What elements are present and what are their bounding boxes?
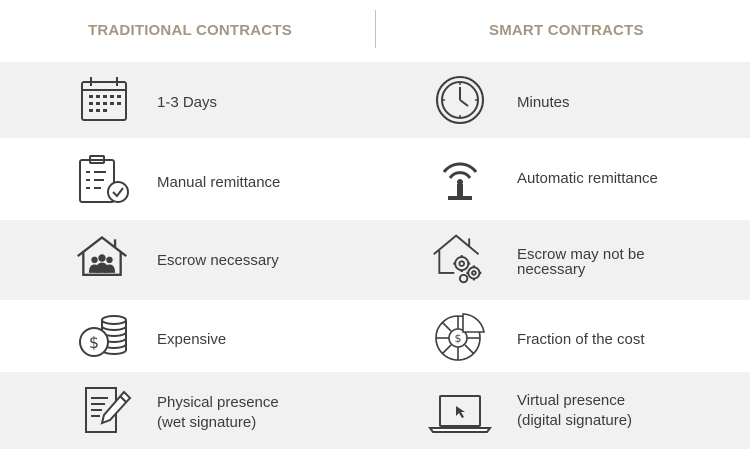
clipboard-check-icon bbox=[76, 152, 132, 208]
svg-text:$: $ bbox=[455, 332, 462, 345]
row4-right-label: Fraction of the cost bbox=[517, 331, 645, 348]
comparison-row-time: 1-3 Days Minutes bbox=[0, 62, 750, 138]
house-gears-icon bbox=[430, 230, 486, 286]
wireless-tower-icon bbox=[432, 148, 488, 204]
comparison-row-presence: Physical presence (wet signature) Virtua… bbox=[0, 372, 750, 449]
traditional-contracts-heading: TRADITIONAL CONTRACTS bbox=[88, 22, 292, 39]
comparison-row-remittance: Manual remittance Automatic remittance bbox=[0, 138, 750, 220]
clock-icon bbox=[432, 72, 488, 128]
row5-left-label-line1: Physical presence bbox=[157, 394, 279, 411]
laptop-cursor-icon bbox=[428, 384, 492, 440]
row3-right-label-line2: necessary bbox=[517, 261, 586, 278]
row5-right-label-line1: Virtual presence bbox=[517, 392, 626, 409]
svg-text:$: $ bbox=[89, 333, 99, 352]
row2-right-label: Automatic remittance bbox=[517, 170, 658, 187]
pie-dollar-icon: $ bbox=[432, 308, 488, 364]
row3-right-label: Escrow may not be necessary bbox=[517, 246, 645, 279]
row5-left-label-line2: (wet signature) bbox=[157, 414, 257, 431]
smart-contracts-heading: SMART CONTRACTS bbox=[489, 22, 644, 39]
table-header: TRADITIONAL CONTRACTS SMART CONTRACTS bbox=[0, 0, 750, 62]
row1-left-label: 1-3 Days bbox=[157, 94, 218, 111]
row3-left-label: Escrow necessary bbox=[157, 252, 279, 269]
row5-left-label: Physical presence (wet signature) bbox=[157, 394, 279, 432]
header-divider bbox=[375, 10, 376, 48]
row5-right-label-line2: (digital signature) bbox=[517, 412, 633, 429]
row5-right-label: Virtual presence (digital signature) bbox=[517, 392, 632, 430]
row1-right-label: Minutes bbox=[517, 94, 570, 111]
house-people-icon bbox=[74, 230, 130, 286]
coin-stack-icon: $ bbox=[76, 310, 132, 366]
row3-right-label-line1: Escrow may not be bbox=[517, 246, 645, 263]
comparison-row-cost: $ Expensive $ Fraction of the cost bbox=[0, 300, 750, 372]
calendar-icon bbox=[76, 72, 132, 128]
document-pen-icon bbox=[80, 384, 136, 440]
comparison-row-escrow: Escrow necessary Escrow may not be neces… bbox=[0, 220, 750, 300]
row4-left-label: Expensive bbox=[157, 331, 227, 348]
row2-left-label: Manual remittance bbox=[157, 174, 281, 191]
